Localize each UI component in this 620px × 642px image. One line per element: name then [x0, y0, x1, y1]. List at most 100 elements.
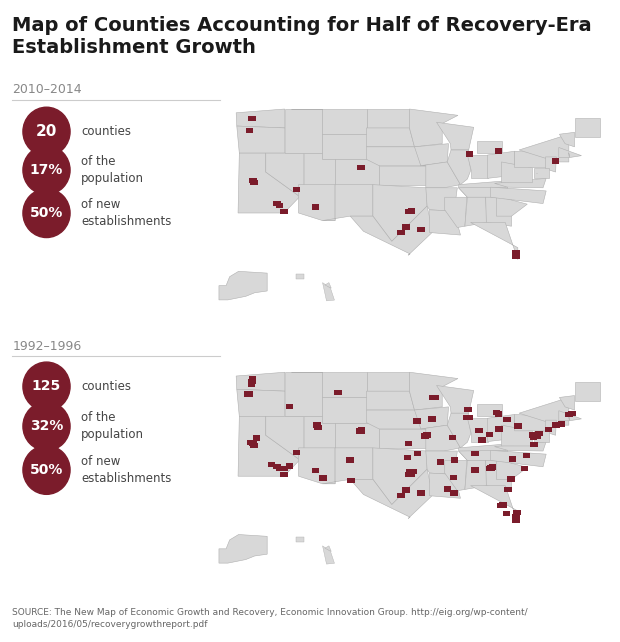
Bar [552, 159, 559, 164]
Polygon shape [366, 128, 415, 147]
Bar [471, 451, 479, 456]
Polygon shape [379, 166, 426, 185]
Bar [312, 467, 319, 473]
Bar [273, 464, 281, 469]
Polygon shape [436, 122, 474, 150]
Bar [514, 424, 521, 429]
Text: SOURCE: The New Map of Economic Growth and Recovery, Economic Innovation Group. : SOURCE: The New Map of Economic Growth a… [12, 609, 528, 629]
Polygon shape [379, 429, 426, 448]
Bar [504, 487, 511, 492]
Polygon shape [497, 459, 527, 480]
Bar [408, 209, 415, 214]
Bar [436, 460, 444, 465]
Bar [250, 180, 257, 185]
Polygon shape [546, 420, 556, 435]
Bar [429, 395, 436, 401]
Polygon shape [236, 372, 285, 391]
Bar [493, 410, 500, 415]
Polygon shape [421, 425, 461, 451]
Bar [451, 457, 458, 462]
Polygon shape [515, 152, 551, 168]
Bar [275, 203, 283, 208]
Bar [503, 510, 510, 516]
Bar [463, 415, 471, 420]
Text: 50%: 50% [30, 206, 63, 220]
Bar [357, 164, 365, 170]
Bar [319, 476, 327, 481]
Polygon shape [534, 431, 549, 442]
Bar [406, 469, 414, 474]
Bar [512, 517, 520, 523]
Bar [404, 455, 411, 460]
Polygon shape [322, 397, 366, 422]
Polygon shape [409, 109, 458, 147]
Polygon shape [421, 162, 461, 188]
Polygon shape [495, 442, 546, 451]
Bar [495, 148, 502, 153]
Polygon shape [465, 197, 487, 226]
Polygon shape [575, 119, 600, 137]
Bar [405, 209, 412, 214]
Polygon shape [459, 451, 508, 460]
Bar [489, 464, 496, 470]
Bar [503, 417, 511, 422]
Text: 20: 20 [36, 124, 57, 139]
Bar [293, 187, 300, 192]
Polygon shape [477, 404, 502, 417]
Polygon shape [515, 415, 551, 431]
Polygon shape [477, 141, 502, 153]
Bar [471, 467, 479, 473]
Bar [246, 128, 254, 134]
Polygon shape [559, 148, 582, 157]
Bar [249, 379, 256, 385]
Bar [557, 421, 565, 426]
Polygon shape [459, 181, 506, 197]
Bar [554, 422, 562, 428]
Polygon shape [485, 460, 512, 489]
Bar [244, 392, 251, 397]
Bar [529, 432, 536, 438]
Polygon shape [495, 178, 546, 188]
Bar [534, 433, 541, 439]
Polygon shape [559, 132, 575, 147]
Bar [249, 116, 256, 121]
Bar [405, 472, 412, 477]
Bar [476, 428, 483, 433]
Polygon shape [465, 460, 487, 489]
Bar [450, 490, 458, 496]
Bar [281, 465, 288, 471]
Bar [250, 443, 257, 448]
Bar [466, 152, 473, 157]
Polygon shape [459, 187, 508, 197]
Text: of the
population: of the population [81, 412, 144, 441]
Polygon shape [291, 372, 366, 397]
Polygon shape [502, 425, 533, 446]
Text: 2010–2014: 2010–2014 [12, 83, 82, 96]
Text: 125: 125 [32, 379, 61, 394]
Polygon shape [366, 372, 409, 391]
Bar [417, 490, 425, 496]
Polygon shape [266, 417, 304, 460]
Polygon shape [236, 109, 285, 128]
Polygon shape [366, 391, 415, 410]
Bar [497, 503, 505, 508]
Bar [450, 475, 458, 480]
Polygon shape [335, 422, 379, 448]
Bar [397, 230, 405, 235]
Polygon shape [415, 407, 448, 429]
Bar [495, 412, 502, 417]
Bar [252, 435, 260, 441]
Bar [313, 422, 321, 428]
Polygon shape [322, 134, 366, 159]
Bar [485, 432, 494, 437]
Bar [249, 441, 257, 446]
Polygon shape [568, 153, 570, 157]
Bar [357, 428, 365, 433]
Bar [536, 431, 543, 436]
Bar [314, 425, 322, 430]
Text: 1992–1996: 1992–1996 [12, 340, 82, 353]
Polygon shape [409, 372, 458, 410]
Bar [414, 451, 421, 456]
Polygon shape [426, 451, 458, 474]
Text: of new
establishments: of new establishments [81, 455, 172, 485]
